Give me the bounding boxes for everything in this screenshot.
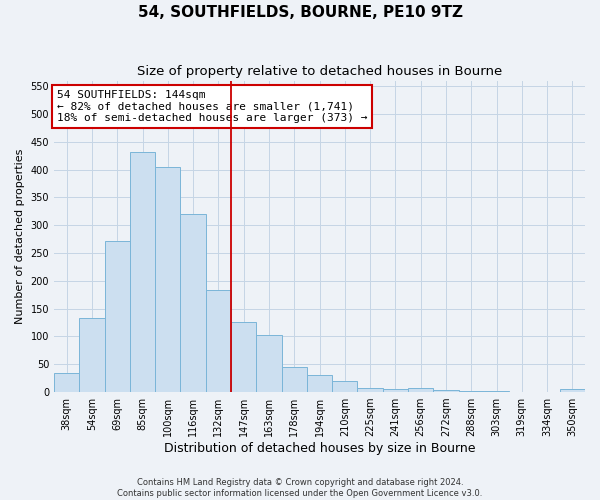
Bar <box>54 372 79 392</box>
Bar <box>332 381 358 392</box>
Bar <box>433 390 458 392</box>
Bar <box>256 335 281 392</box>
Title: Size of property relative to detached houses in Bourne: Size of property relative to detached ho… <box>137 65 502 78</box>
Text: 54, SOUTHFIELDS, BOURNE, PE10 9TZ: 54, SOUTHFIELDS, BOURNE, PE10 9TZ <box>137 5 463 20</box>
Bar <box>206 290 231 392</box>
Bar <box>104 241 130 392</box>
Bar <box>408 388 433 392</box>
Bar <box>155 167 181 392</box>
Bar <box>79 318 104 392</box>
Bar <box>130 152 155 392</box>
Bar <box>484 391 509 392</box>
Bar <box>231 322 256 392</box>
Text: Contains HM Land Registry data © Crown copyright and database right 2024.
Contai: Contains HM Land Registry data © Crown c… <box>118 478 482 498</box>
Bar <box>181 214 206 392</box>
Text: 54 SOUTHFIELDS: 144sqm
← 82% of detached houses are smaller (1,741)
18% of semi-: 54 SOUTHFIELDS: 144sqm ← 82% of detached… <box>56 90 367 123</box>
Bar <box>560 388 585 392</box>
Bar <box>458 391 484 392</box>
Bar <box>281 367 307 392</box>
Bar <box>358 388 383 392</box>
Y-axis label: Number of detached properties: Number of detached properties <box>15 148 25 324</box>
X-axis label: Distribution of detached houses by size in Bourne: Distribution of detached houses by size … <box>164 442 475 455</box>
Bar <box>383 390 408 392</box>
Bar <box>307 376 332 392</box>
